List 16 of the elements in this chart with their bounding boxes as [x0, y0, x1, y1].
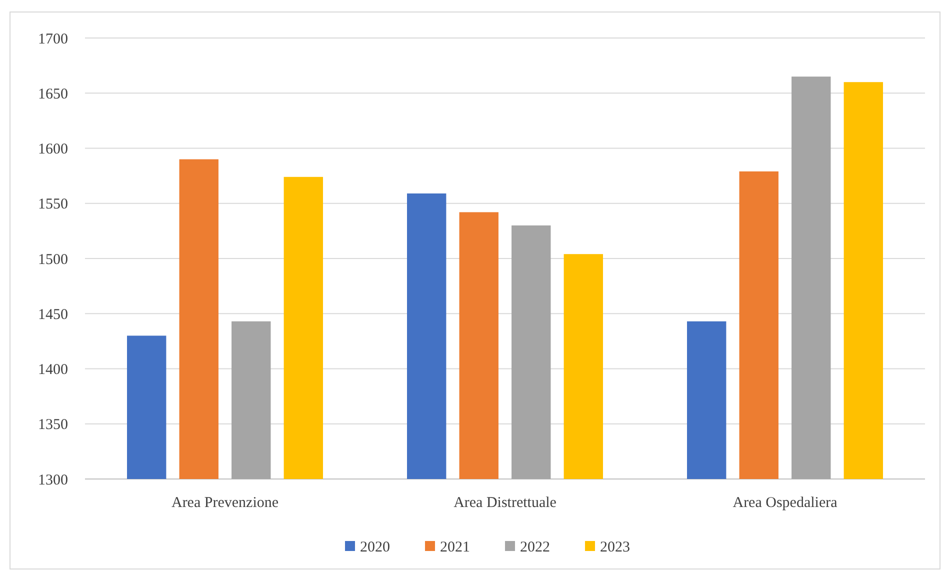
- y-tick-label: 1700: [38, 31, 68, 48]
- y-tick-label: 1550: [38, 196, 68, 213]
- legend-label: 2021: [440, 539, 470, 556]
- y-tick-label: 1350: [38, 417, 68, 434]
- legend-label: 2020: [360, 539, 390, 556]
- y-tick-label: 1500: [38, 252, 68, 268]
- x-tick-label: Area Ospedaliera: [732, 495, 838, 511]
- y-tick-label: 1450: [38, 306, 68, 323]
- legend-label: 2023: [600, 539, 630, 556]
- x-tick-label: Area Distrettuale: [454, 495, 557, 511]
- y-tick-label: 1650: [38, 86, 68, 102]
- y-tick-label: 1300: [38, 472, 68, 488]
- y-tick-label: 1600: [38, 142, 68, 158]
- y-tick-label: 1400: [38, 362, 68, 378]
- legend-label: 2022: [520, 539, 550, 556]
- x-tick-label: Area Prevenzione: [171, 495, 279, 511]
